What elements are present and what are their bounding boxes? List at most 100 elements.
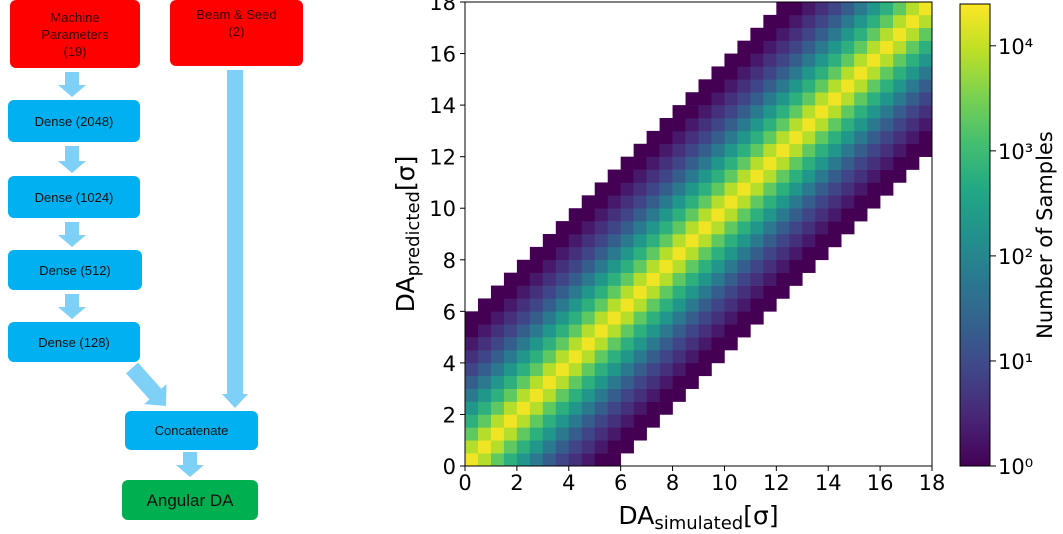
hist-cell (659, 272, 673, 286)
hist-cell (659, 259, 673, 273)
hist-cell (854, 195, 868, 209)
hist-cell (867, 79, 881, 93)
output-node: Angular DA (122, 480, 258, 520)
hist-cell (581, 362, 596, 377)
hist-cell (880, 27, 894, 41)
hist-cell (919, 79, 933, 93)
hist-cell (465, 427, 479, 441)
hist-cell (776, 53, 790, 67)
hist-cell (555, 440, 570, 454)
hist-cell (607, 259, 621, 273)
hist-cell (529, 375, 544, 389)
hist-cell (685, 259, 699, 273)
hist-cell (672, 143, 686, 157)
hist-cell (893, 130, 907, 145)
hist-cell (919, 53, 933, 67)
hist-cell (776, 169, 790, 183)
hist-cell (802, 79, 816, 93)
hist-cell (789, 234, 803, 248)
hist-cell (685, 169, 699, 183)
hist-cell (750, 130, 764, 145)
hist-cell (893, 27, 907, 41)
plot-frame (464, 1, 933, 467)
hist-cell (698, 92, 712, 106)
hist-cell (568, 259, 583, 273)
hist-cell (633, 362, 647, 377)
hist-cell (542, 246, 557, 261)
hist-cell (802, 40, 816, 54)
hist-cell (529, 298, 544, 312)
hist-cell (750, 53, 764, 67)
hist-cell (776, 27, 790, 41)
hist-cell (685, 285, 699, 299)
hist-cell (724, 130, 738, 145)
hist-cell (893, 40, 907, 54)
hist-cell (477, 324, 492, 338)
hist-cell (893, 79, 907, 93)
hist-cell (646, 285, 660, 299)
hist-cell (685, 324, 699, 338)
arrow (58, 72, 86, 97)
hist-cell (711, 208, 725, 222)
hist-cell (542, 414, 557, 428)
hist-cell (594, 362, 608, 377)
hist-cell (750, 27, 764, 41)
hist-cell (698, 272, 712, 286)
hist-cell (503, 298, 518, 312)
hist-cell (633, 375, 647, 389)
hist-cell (724, 143, 738, 157)
hist-cell (867, 92, 881, 106)
diagram-arrows (58, 70, 248, 477)
hist-cell (581, 388, 596, 402)
hist-cell (750, 118, 764, 132)
hist-cell (737, 272, 751, 286)
hist-cell (815, 66, 829, 80)
hist-cell (789, 2, 803, 16)
hist-cell (633, 272, 647, 286)
hist-cell (633, 427, 647, 441)
hist-cell (672, 169, 686, 183)
hist-cell (854, 169, 868, 183)
hist-cell (893, 105, 907, 119)
hist-cell (854, 53, 868, 67)
hist-cell (763, 156, 777, 170)
x-tick-label: 4 (562, 471, 575, 495)
hist-cell (906, 118, 920, 132)
hist-cell (646, 388, 660, 402)
hist-cell (776, 156, 790, 170)
hist-cell (542, 311, 557, 325)
hist-cell (841, 169, 855, 183)
hist-cell (477, 401, 492, 415)
hist-cell (465, 324, 479, 338)
hist-cell (659, 234, 673, 248)
hist-cell (893, 14, 907, 29)
hist-cell (633, 337, 647, 351)
hist-cell (698, 195, 712, 209)
hist-cell (490, 337, 505, 351)
hist-cell (672, 388, 686, 402)
hist-cell (594, 337, 608, 351)
hist-cell (698, 259, 712, 273)
hist-cell (594, 208, 608, 222)
hist-cell (750, 234, 764, 248)
hist-cell (503, 401, 518, 415)
hist-cell (815, 130, 829, 145)
hist-cell (529, 401, 544, 415)
hist-cell (465, 440, 479, 454)
hist-cell (465, 362, 479, 377)
hist-cell (802, 208, 816, 222)
hist-cell (490, 350, 505, 364)
hist-cell (659, 169, 673, 183)
hist-cell (672, 362, 686, 377)
hist-cell (815, 208, 829, 222)
x-tick-label: 16 (867, 471, 894, 495)
hist-cell (529, 324, 544, 338)
hist-cell (490, 401, 505, 415)
hist-cell (698, 350, 712, 364)
hist-cell (685, 182, 699, 196)
hist-cell (685, 130, 699, 145)
hist-cell (542, 324, 557, 338)
axis-label-tail: [σ] (743, 501, 778, 530)
arrow (176, 452, 204, 477)
hist-cell (802, 156, 816, 170)
